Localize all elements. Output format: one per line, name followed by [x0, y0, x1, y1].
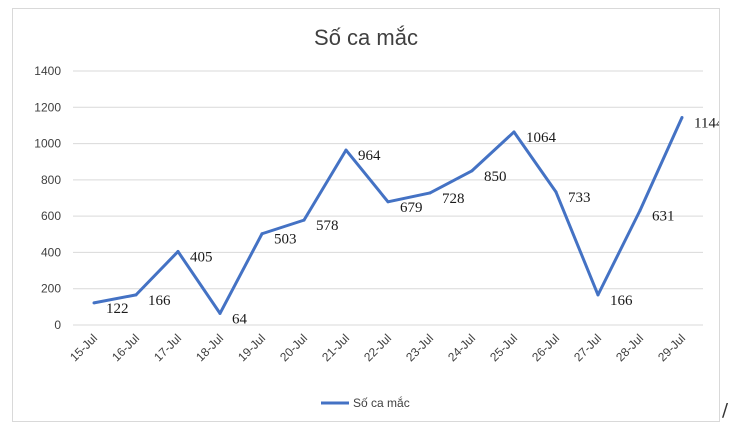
data-label: 850: [484, 169, 507, 185]
x-tick-label: 23-Jul: [403, 331, 436, 364]
x-tick-label: 17-Jul: [151, 331, 184, 364]
x-tick-label: 21-Jul: [319, 331, 352, 364]
data-point: [638, 209, 642, 213]
y-tick-label: 800: [41, 173, 61, 187]
y-tick-label: 400: [41, 245, 61, 259]
x-tick-label: 28-Jul: [613, 331, 646, 364]
data-point: [470, 169, 474, 173]
data-label: 1144: [694, 115, 719, 131]
data-point: [134, 293, 138, 297]
chart-title: Số ca mắc: [314, 25, 418, 50]
data-point: [512, 130, 516, 134]
data-label: 1064: [526, 130, 557, 146]
data-label: 64: [232, 311, 248, 327]
data-point: [344, 148, 348, 152]
data-labels: 122 166 405 64 503 578 964 679 728 850 1064 733 166 6…: [106, 115, 719, 327]
x-tick-label: 19-Jul: [235, 331, 268, 364]
x-axis-ticks: 15-Jul 16-Jul 17-Jul 18-Jul 19-Jul 20-Jul 21-J…: [67, 331, 688, 364]
series-line: [93, 116, 684, 315]
data-label: 578: [316, 218, 339, 234]
legend-label: Số ca mắc: [353, 395, 410, 410]
data-point: [218, 311, 222, 315]
corner-mark: /: [722, 400, 729, 421]
x-tick-label: 16-Jul: [109, 331, 142, 364]
y-axis-ticks: 0 200 400 600 800 1000 1200 1400: [34, 64, 61, 332]
data-label: 166: [610, 293, 633, 309]
data-point: [428, 191, 432, 195]
data-point: [554, 190, 558, 194]
x-tick-label: 20-Jul: [277, 331, 310, 364]
data-point: [92, 301, 96, 305]
data-label: 631: [652, 209, 675, 225]
gridlines: [73, 70, 703, 326]
data-label: 405: [190, 250, 213, 266]
data-point: [596, 293, 600, 297]
x-tick-label: 25-Jul: [487, 331, 520, 364]
y-tick-label: 1000: [34, 137, 61, 151]
chart-frame: Số ca mắc 0 200 400 600 800 1000 1200 1400 15-J…: [12, 8, 720, 422]
x-tick-label: 27-Jul: [571, 331, 604, 364]
data-label: 679: [400, 200, 423, 216]
x-tick-label: 15-Jul: [67, 331, 100, 364]
y-tick-label: 1400: [34, 64, 61, 78]
y-tick-label: 200: [41, 282, 61, 296]
data-label: 122: [106, 301, 129, 317]
x-tick-label: 29-Jul: [655, 331, 688, 364]
x-tick-label: 18-Jul: [193, 331, 226, 364]
data-point: [302, 218, 306, 222]
data-point: [386, 200, 390, 204]
data-label: 733: [568, 190, 591, 206]
data-label: 728: [442, 191, 465, 207]
x-tick-label: 24-Jul: [445, 331, 478, 364]
data-point: [176, 250, 180, 254]
line-chart: Số ca mắc 0 200 400 600 800 1000 1200 1400 15-J…: [34, 25, 719, 410]
y-tick-label: 1200: [34, 100, 61, 114]
y-tick-label: 0: [54, 318, 61, 332]
x-tick-label: 26-Jul: [529, 331, 562, 364]
legend: Số ca mắc: [321, 395, 410, 410]
data-label: 503: [274, 232, 297, 248]
y-tick-label: 600: [41, 209, 61, 223]
data-label: 166: [148, 293, 171, 309]
data-point: [680, 115, 684, 119]
series-layer: [92, 115, 684, 315]
x-tick-label: 22-Jul: [361, 331, 394, 364]
data-point: [260, 232, 264, 236]
data-label: 964: [358, 148, 381, 164]
